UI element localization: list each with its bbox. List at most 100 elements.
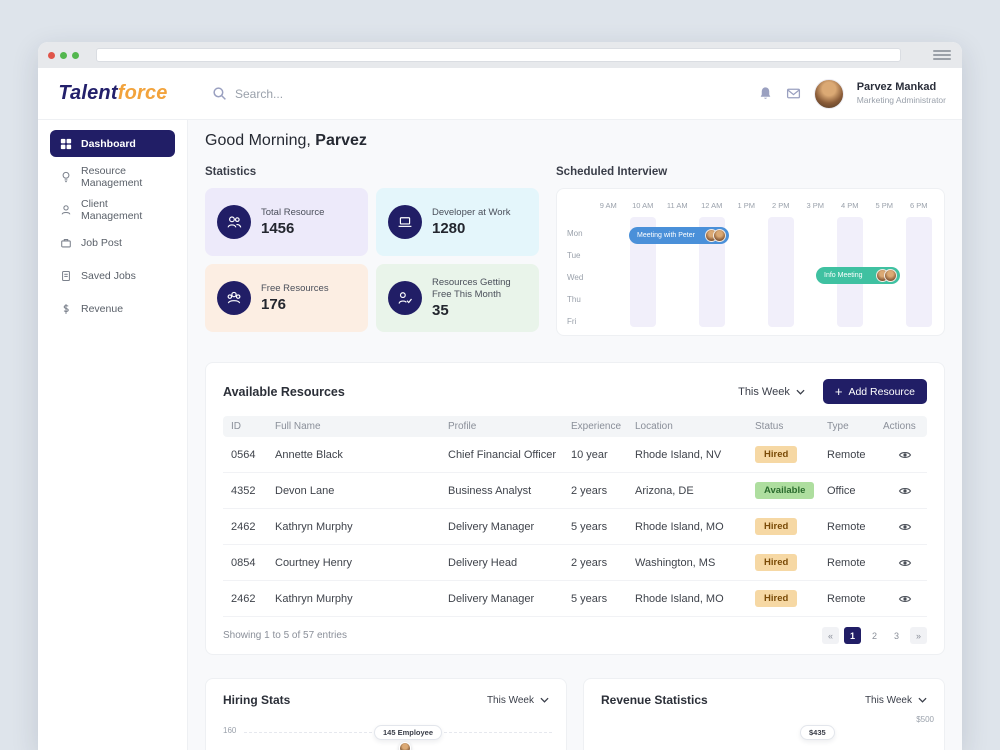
hiring-filter-dropdown[interactable]: This Week [487, 695, 549, 706]
cell-profile: Delivery Manager [448, 520, 535, 533]
schedule-event-meeting-with-peter[interactable]: Meeting with Peter [629, 227, 729, 244]
event-avatars [705, 229, 726, 242]
bell-icon[interactable] [758, 86, 773, 101]
group-icon [217, 281, 251, 315]
sidebar-item-job-post[interactable]: Job Post [50, 229, 175, 256]
greeting-name: Parvez [315, 132, 367, 149]
view-icon[interactable] [898, 556, 912, 570]
hamburger-menu-icon[interactable] [932, 48, 952, 62]
view-icon[interactable] [898, 592, 912, 606]
user-avatar[interactable] [813, 78, 844, 109]
table-row[interactable]: 4352 Devon Lane Business Analyst 2 years… [223, 473, 927, 509]
user-role: Marketing Administrator [856, 95, 946, 106]
view-icon[interactable] [898, 520, 912, 534]
schedule-column: 11 AM [660, 197, 695, 327]
cell-location: Washington, MS [635, 556, 716, 569]
zoom-window-icon[interactable] [72, 51, 79, 59]
app-logo: Talentforce [38, 82, 188, 105]
document-icon [60, 270, 72, 282]
col-header-name: Full Name [275, 421, 321, 432]
cell-profile: Delivery Head [448, 556, 518, 569]
schedule-section-title: Scheduled Interview [556, 166, 668, 178]
pagination-next[interactable]: » [910, 627, 927, 644]
close-window-icon[interactable] [48, 51, 55, 59]
revenue-filter-dropdown[interactable]: This Week [865, 695, 927, 706]
pagination-prev[interactable]: « [822, 627, 839, 644]
sidebar-item-revenue[interactable]: Revenue [50, 295, 175, 322]
browser-titlebar [38, 42, 962, 68]
pagination-page-3[interactable]: 3 [893, 630, 899, 641]
cell-experience: 5 years [571, 592, 608, 605]
table-row[interactable]: 0564 Annette Black Chief Financial Offic… [223, 437, 927, 473]
event-avatars [876, 269, 897, 282]
table-row[interactable]: 0854 Courtney Henry Delivery Head 2 year… [223, 545, 927, 581]
sidebar-item-saved-jobs[interactable]: Saved Jobs [50, 262, 175, 289]
sidebar-item-client-management[interactable]: Client Management [50, 196, 175, 223]
cell-location: Rhode Island, MO [635, 520, 724, 533]
schedule-column: 12 AM [695, 197, 730, 327]
cell-type: Remote [827, 592, 866, 605]
table-row[interactable]: 2462 Kathryn Murphy Delivery Manager 5 y… [223, 509, 927, 545]
cell-type: Office [827, 484, 856, 497]
table-row[interactable]: 2462 Kathryn Murphy Delivery Manager 5 y… [223, 581, 927, 617]
add-resource-button[interactable]: + Add Resource [822, 379, 927, 404]
logo-force: force [117, 82, 168, 104]
stat-value: 1280 [432, 220, 466, 238]
chevron-down-icon [540, 695, 549, 706]
status-badge: Hired [755, 518, 798, 535]
cell-profile: Business Analyst [448, 484, 532, 497]
logo-talent: Talent [58, 82, 118, 104]
schedule-column: 5 PM [867, 197, 902, 327]
stat-card-resources-getting-free: Resources Getting Free This Month 35 [376, 264, 539, 332]
stat-value: 35 [432, 302, 449, 320]
resources-header: Available Resources This Week + Add Reso… [206, 363, 944, 416]
pagination-page-1[interactable]: 1 [844, 627, 861, 644]
stat-label: Resources Getting Free This Month [432, 276, 511, 300]
stat-card-developer-at-work: Developer at Work 1280 [376, 188, 539, 256]
minimize-window-icon[interactable] [60, 51, 67, 59]
resources-table: ID Full Name Profile Experience Location… [223, 416, 927, 617]
revenue-statistics-title: Revenue Statistics [601, 693, 708, 707]
bulb-icon [60, 171, 72, 183]
time-label: 3 PM [806, 201, 824, 210]
cell-status: Available [755, 482, 827, 499]
stat-card-free-resources: Free Resources 176 [205, 264, 368, 332]
view-icon[interactable] [898, 484, 912, 498]
schedule-column: 6 PM [902, 197, 937, 327]
cell-status: Hired [755, 446, 827, 463]
cell-type: Remote [827, 520, 866, 533]
hiring-stats-header: Hiring Stats This Week [206, 679, 566, 715]
sidebar-item-label: Resource Management [81, 164, 143, 189]
cell-status: Hired [755, 590, 827, 607]
resources-filter-dropdown[interactable]: This Week [738, 386, 805, 398]
view-icon[interactable] [898, 448, 912, 462]
sidebar-item-label: Dashboard [81, 137, 136, 150]
status-badge: Available [755, 482, 815, 499]
available-resources-card: Available Resources This Week + Add Reso… [205, 362, 945, 655]
day-label: Wed [567, 273, 584, 282]
cell-id: 4352 [231, 484, 256, 497]
header-actions: Parvez Mankad Marketing Administrator [758, 78, 962, 109]
resources-footer: Showing 1 to 5 of 57 entries « 1 2 3 » [206, 617, 944, 654]
schedule-event-info-meeting[interactable]: Info Meeting [816, 267, 900, 284]
time-label: 12 AM [701, 201, 723, 210]
search-input[interactable] [235, 86, 415, 101]
sidebar-item-dashboard[interactable]: Dashboard [50, 130, 175, 157]
cell-status: Hired [755, 554, 827, 571]
mail-icon[interactable] [786, 86, 801, 101]
cell-profile: Chief Financial Officer [448, 448, 557, 461]
sidebar-item-resource-management[interactable]: Resource Management [50, 163, 175, 190]
cell-id: 2462 [231, 592, 256, 605]
cell-name: Kathryn Murphy [275, 592, 353, 605]
col-header-status: Status [755, 421, 784, 432]
status-badge: Hired [755, 590, 798, 607]
search-icon [212, 86, 227, 101]
pagination-page-2[interactable]: 2 [871, 630, 877, 641]
sidebar-item-label: Job Post [81, 236, 122, 249]
stat-value: 1456 [261, 220, 295, 238]
stat-label: Developer at Work [432, 206, 511, 218]
cell-status: Hired [755, 518, 827, 535]
resources-title: Available Resources [223, 384, 345, 399]
entries-summary: Showing 1 to 5 of 57 entries [223, 630, 347, 641]
address-bar[interactable] [96, 48, 901, 62]
